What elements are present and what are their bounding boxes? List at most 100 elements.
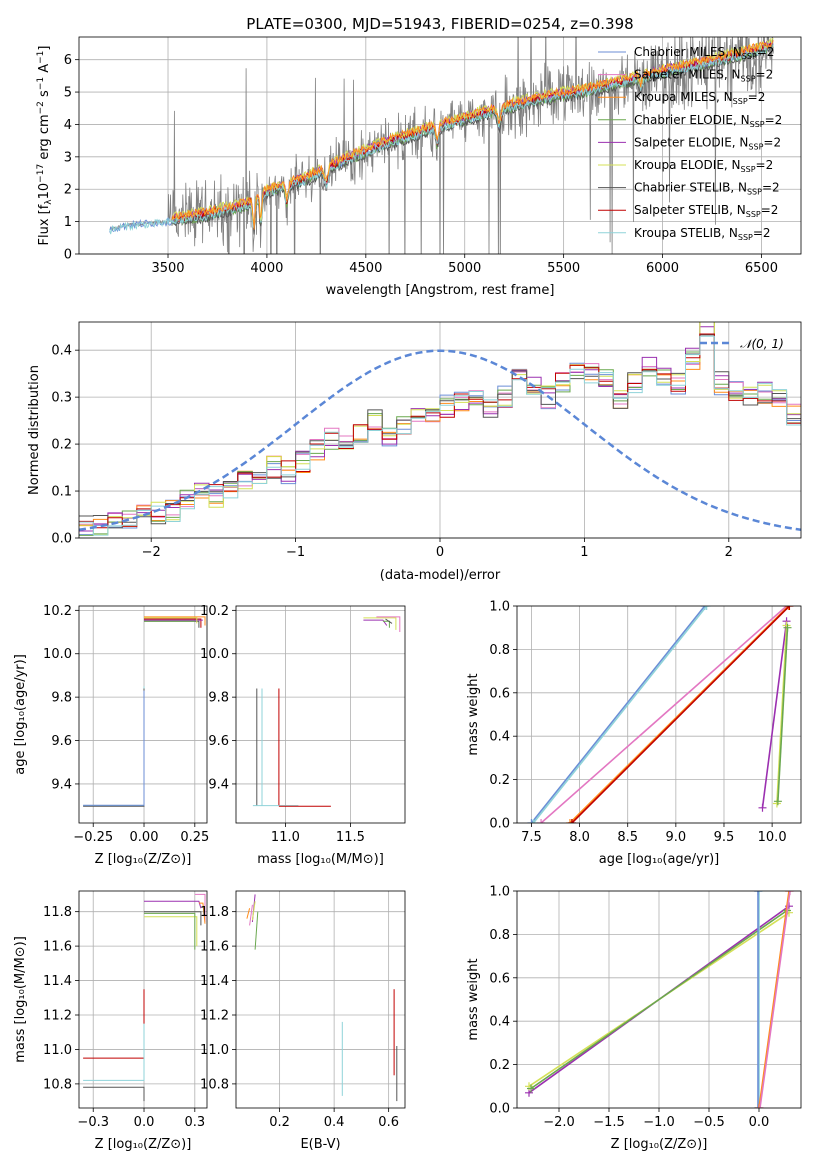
label-part: =2 (748, 90, 766, 104)
label-part: SSP (733, 97, 748, 106)
weight-marker (565, 819, 574, 823)
label-part: A (37, 64, 52, 77)
chart-title: PLATE=0300, MJD=51943, FIBERID=0254, z=0… (246, 15, 633, 33)
panel-mass-vs-EBV: 0.2 0.4 0.6 10.8 11.0 11.2 11.4 11.6 11.8 (200, 890, 406, 1130)
gridlines (236, 891, 405, 1108)
x-tick-label: 0.3 (184, 1115, 205, 1130)
residual-histogram (79, 322, 801, 536)
x-tick-label: 0.00 (130, 830, 159, 845)
weight-line (540, 606, 788, 823)
axes-frame (78, 890, 208, 1109)
x-axis-label: mass [log₁₀(M/M⊙)] (257, 852, 384, 867)
x-tick-label: −2.0 (543, 1115, 575, 1130)
plot-area (527, 606, 794, 823)
label-part: Kroupa STELIB, N (634, 226, 738, 240)
y-tick-label: 11.8 (200, 905, 229, 920)
x-tick-label: 8.0 (569, 830, 590, 845)
label-part: SSP (750, 120, 765, 129)
y-axis-label: mass weight (466, 958, 481, 1040)
y-tick-label: 1 (64, 215, 72, 230)
weight-marker (783, 623, 792, 632)
x-axis-label: E(B-V) (300, 1137, 340, 1152)
legend-label: Salpeter STELIB, NSSP=2 (634, 203, 778, 219)
weight-line (777, 627, 789, 802)
y-axis-label: age [log₁₀(age/yr)] (13, 654, 28, 775)
plot-area (109, 37, 774, 254)
chabrier-stelib-line (83, 1086, 145, 1102)
chabrier-miles-line (83, 690, 145, 806)
label-part: Salpeter MILES, N (634, 68, 741, 82)
y-tick-label: 9.8 (208, 691, 229, 706)
x-tick-label: −1.5 (593, 1115, 625, 1130)
legend-item: Chabrier ELODIE, NSSP=2 (598, 113, 782, 129)
residual-histogram (79, 335, 801, 536)
model-spectrum-line (171, 40, 774, 230)
label-part: =2 (756, 68, 774, 82)
x-axis-label: Z [log₁₀(Z/Z⊙)] (95, 852, 192, 867)
plot-area (246, 894, 398, 1102)
x-tick-label: −0.3 (77, 1115, 109, 1130)
x-tick-label: 7.5 (521, 830, 542, 845)
x-tick-label: −1.0 (643, 1115, 675, 1130)
weight-line (758, 891, 790, 1108)
label-part: =2 (761, 203, 779, 217)
label-part: −1 (36, 51, 46, 64)
chabrier-stelib-old-line (144, 620, 200, 628)
legend-label: 𝒩(0, 1) (740, 337, 784, 351)
weight-marker (537, 819, 546, 823)
gridlines (79, 891, 207, 1108)
label-part: SSP (738, 233, 753, 242)
weight-marker (527, 819, 536, 823)
plot-area (252, 616, 401, 807)
residual-histogram (79, 322, 801, 536)
label-part: =2 (756, 158, 774, 172)
axes-frame (235, 890, 406, 1109)
chabrier-stelib-old-line (385, 618, 393, 624)
label-part: Chabrier ELODIE, N (634, 113, 750, 127)
label-part: ] (37, 46, 52, 51)
weight-marker (567, 819, 576, 823)
y-tick-label: 0.6 (489, 686, 510, 701)
y-axis-label: mass weight (466, 673, 481, 755)
legend-label: Kroupa MILES, NSSP=2 (634, 90, 765, 106)
plot-area (525, 891, 794, 1108)
y-tick-label: 10.0 (43, 647, 72, 662)
chabrier-elodie-line (254, 911, 259, 950)
legend-label: Kroupa STELIB, NSSP=2 (634, 226, 771, 242)
legend-item: Salpeter ELODIE, NSSP=2 (598, 135, 781, 151)
weight-line (530, 606, 706, 823)
label-part: Kroupa MILES, N (634, 90, 733, 104)
model-spectrum-line (109, 44, 774, 235)
weight-line (761, 621, 788, 808)
weight-marker (755, 1104, 763, 1108)
chabrier-stelib-line (83, 688, 145, 807)
y-tick-label: 9.4 (51, 777, 72, 792)
x-tick-label: 11.0 (271, 830, 300, 845)
weight-marker (754, 1104, 762, 1108)
label-part: =2 (757, 45, 775, 59)
label-part: Chabrier STELIB, N (634, 181, 747, 195)
x-tick-label: −0.25 (73, 830, 113, 845)
salpeter-elodie-line (363, 619, 388, 626)
label-part: −2 (36, 101, 46, 114)
weight-marker (785, 606, 794, 610)
x-tick-label: −1 (286, 545, 305, 560)
y-tick-label: 0 (64, 248, 72, 263)
label-part: Kroupa ELODIE, N (634, 158, 741, 172)
y-tick-label: 2 (64, 183, 72, 198)
y-tick-label: 11.4 (200, 974, 229, 989)
panel-age-vs-mass: 11.0 11.5 9.4 9.6 9.8 10.0 10.2 (200, 604, 406, 845)
weight-marker (756, 1104, 764, 1108)
legend-label: Kroupa ELODIE, NSSP=2 (634, 158, 773, 174)
y-tick-label: 6 (64, 53, 72, 68)
label-part: SSP (742, 52, 757, 61)
label-part: Salpeter STELIB, N (634, 203, 746, 217)
y-tick-label: 0.2 (489, 773, 510, 788)
label-part: −1 (36, 77, 46, 90)
label-part: −17 (36, 164, 46, 183)
weight-line (530, 909, 788, 1090)
kroupa-miles-line (198, 902, 206, 924)
residual-histogram (79, 334, 801, 529)
x-tick-label: 3500 (151, 261, 184, 276)
legend-label: Chabrier ELODIE, NSSP=2 (634, 113, 782, 129)
